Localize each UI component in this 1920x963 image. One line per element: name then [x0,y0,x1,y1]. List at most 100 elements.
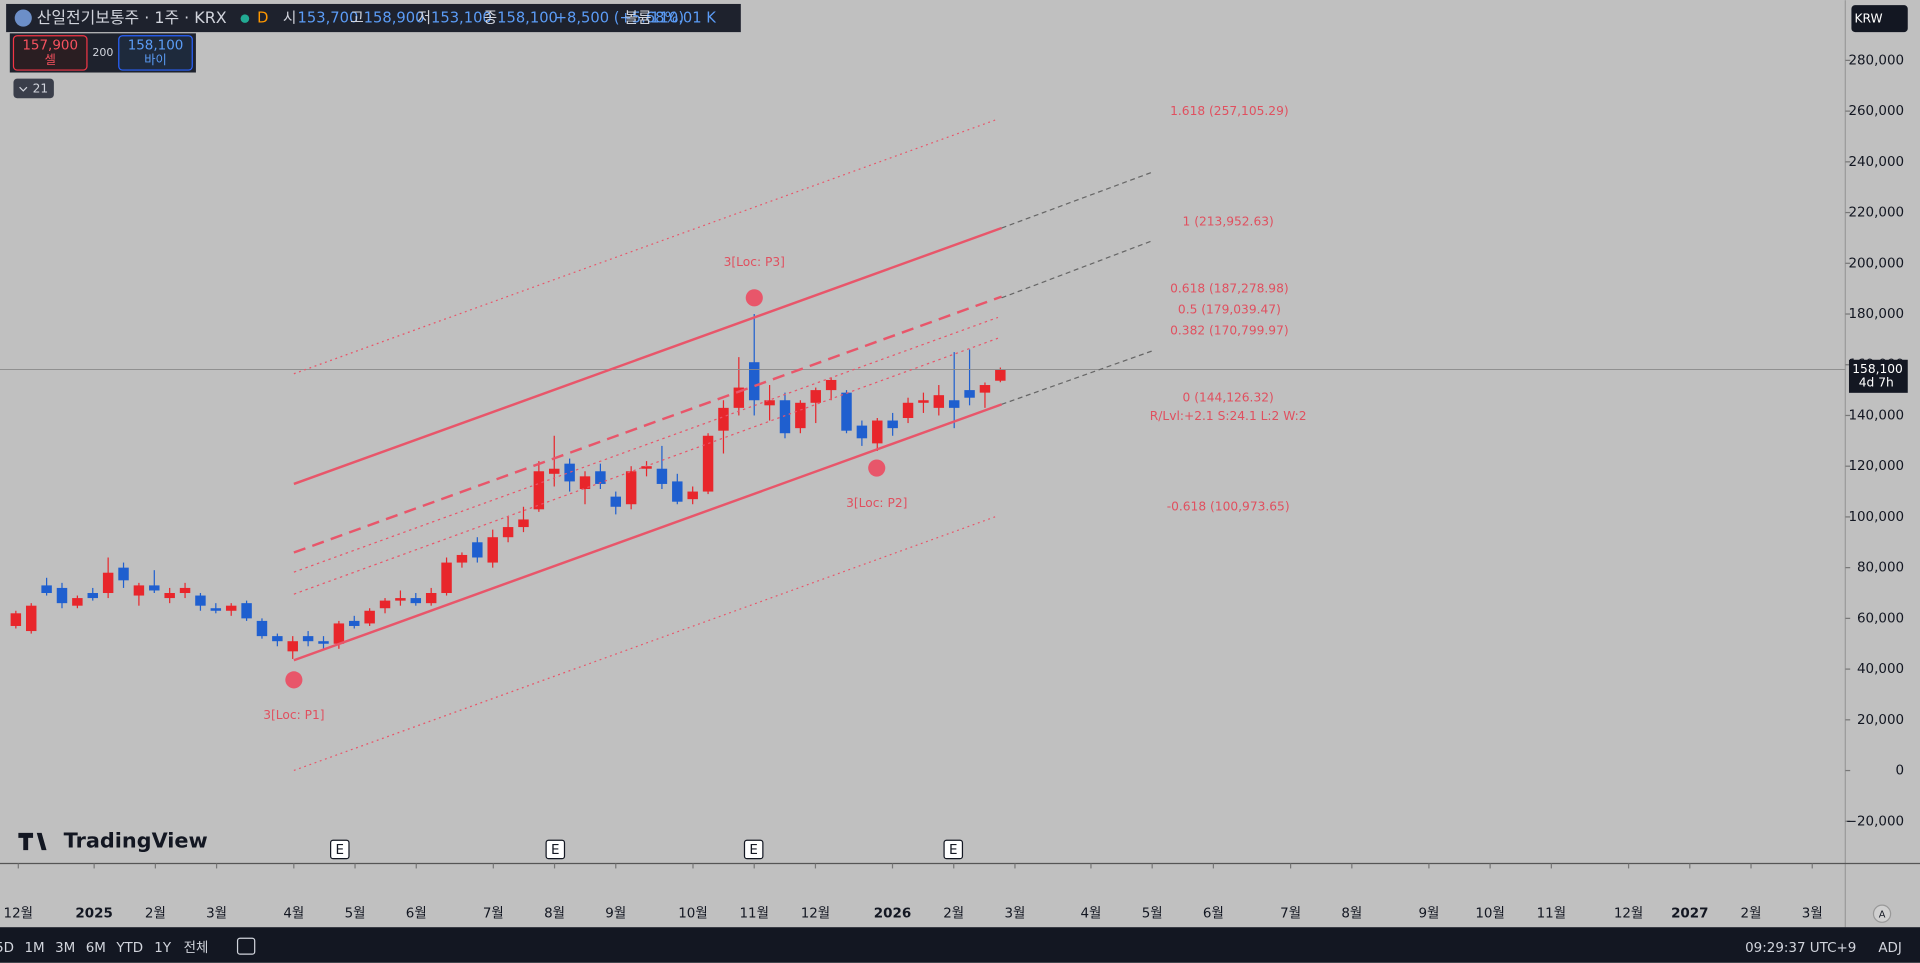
candle-body [133,585,145,596]
ohlc-value: 153,100 [431,10,492,27]
buy-button[interactable] [118,35,193,71]
candle-body [72,598,83,606]
x-tick-label: 2025 [75,907,112,922]
candle-body [641,466,652,469]
x-tick-label: 5월 [345,906,366,922]
auto-button[interactable] [1872,904,1892,923]
x-tick-label: 11월 [1537,906,1567,922]
last-price-tag [1848,359,1908,393]
range-button[interactable]: 6M [86,941,106,956]
y-tick-label: −20,000 [1846,814,1904,829]
sell-button[interactable] [12,35,88,71]
fib-label: 0.5 (179,039.47) [1178,303,1281,317]
x-tick-label: 7월 [1280,906,1301,922]
countdown: 4d 7h [1859,376,1894,390]
x-tick-label: 2027 [1671,907,1708,922]
buy-price: 158,100 [128,39,184,54]
candle-body [564,463,575,482]
candle-body [979,385,991,393]
earnings-box[interactable] [943,839,964,860]
change: +8,500 (+5.68%) [555,10,684,27]
pivot-label: 3[Loc: P2] [846,496,907,510]
candle-body [179,587,191,594]
y-tick-label: 240,000 [1848,155,1904,170]
channel-line [293,515,999,772]
status-dot [240,14,250,23]
candle-body [733,387,745,408]
candle-body [25,605,37,632]
candle-body [456,554,468,563]
channel-line [293,118,999,375]
candle-body [764,400,775,406]
candle-body [102,572,114,594]
adj-button[interactable]: ADJ [1878,941,1902,956]
candle-body [918,400,929,403]
ohlc-label: 저 [418,10,432,27]
candle-body [702,435,714,492]
candle-body [302,636,314,642]
earnings-box[interactable] [330,839,350,860]
range-button[interactable]: 3M [55,941,75,956]
x-tick-label: 12월 [801,906,831,922]
x-tick-label: 9월 [605,906,626,922]
candle-body [318,641,329,644]
earnings-marker: E [749,843,758,858]
candle-body [579,476,591,490]
candle-body [118,567,129,581]
candle-body [872,420,883,444]
logo: TradingView [64,828,208,852]
toolbar [0,927,1920,963]
channel [285,118,1154,772]
candle-body [364,610,375,624]
y-tick-label: 200,000 [1848,256,1904,271]
range-button[interactable]: 전체 [184,940,209,956]
symbol-icon [14,9,32,27]
y-tick-label: 0 [1896,764,1905,779]
ohlc-value: 153,700 [298,10,359,27]
candle-body [349,620,360,626]
earnings-box[interactable] [545,839,566,860]
earnings-markers: E E E E [330,839,964,860]
x-tick-label: 2월 [1741,906,1762,922]
x-tick-label: 7월 [483,906,504,922]
x-tick-label: 8월 [1341,906,1362,922]
candle-body [210,608,222,611]
candle-body [672,481,683,502]
y-tick-label: 180,000 [1848,307,1904,322]
x-tick-label: 2월 [943,906,964,922]
range-button[interactable]: YTD [115,941,143,956]
fib-label: 1 (213,952.63) [1183,214,1274,228]
candle-body [287,641,298,652]
candle-body [410,598,422,604]
range-button[interactable]: 1Y [154,941,172,956]
candle-body [748,362,760,401]
fib-label: 0.382 (170,799.97) [1170,323,1289,337]
channel-line [293,403,1003,662]
clock: 09:29:37 UTC+9 [1745,941,1856,956]
range-button[interactable]: 1M [24,941,44,956]
y-tick-label: 120,000 [1848,459,1904,474]
chevron [19,86,28,92]
candle-body [856,425,868,439]
range-button[interactable]: 5D [0,941,14,956]
extension-line [1001,349,1154,405]
pivot-label: 3[Loc: P1] [263,708,324,722]
earnings-box[interactable] [743,839,764,860]
candle-body [549,468,560,474]
channel-line [293,337,999,595]
volume-label: 볼륨 [624,10,651,27]
calendar-icon[interactable] [236,937,256,955]
candle-body [656,468,668,484]
indicator-toggle[interactable] [13,78,54,99]
pivot-dot [868,459,886,477]
fib-label: -0.618 (100,973.65) [1167,500,1290,514]
currency-box[interactable] [1851,5,1908,33]
x-tick-label: 6월 [406,906,427,922]
ohlc-label: 고 [350,10,364,27]
candle-body [718,407,729,431]
x-tick-label: 4월 [283,906,304,922]
x-tick-label: 3월 [206,906,227,922]
candle-body [518,519,529,528]
